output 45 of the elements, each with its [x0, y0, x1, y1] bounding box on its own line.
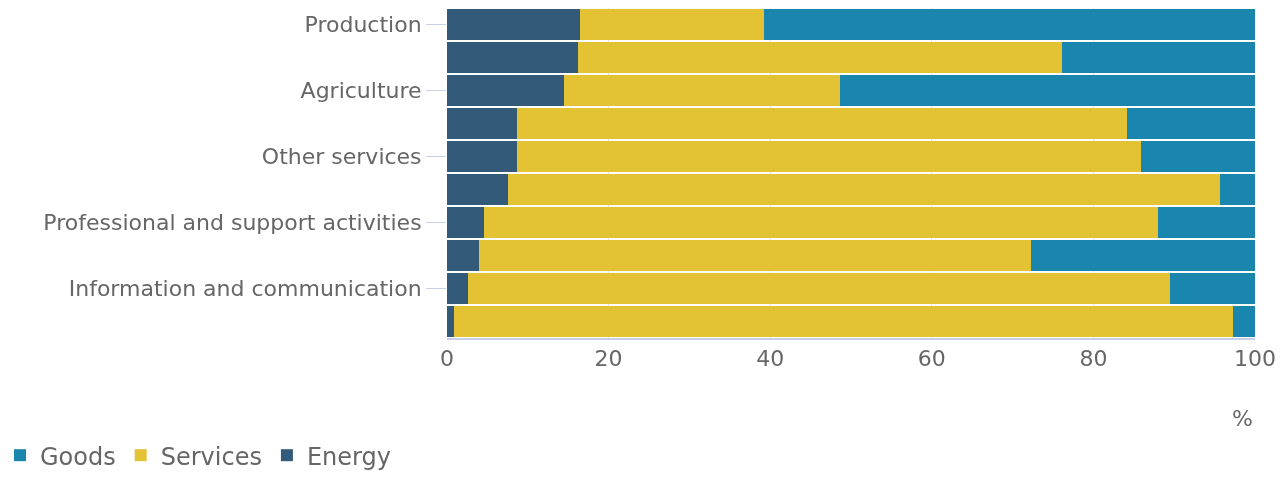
bar [763, 9, 1255, 40]
bar [1220, 174, 1255, 205]
y-tick-label: Other services [261, 144, 422, 170]
x-tick-label: 80 [1079, 346, 1108, 372]
y-tick-label: Information and communication [68, 276, 422, 302]
y-tick-label: Professional and support activities [43, 210, 422, 236]
bar [580, 9, 764, 40]
bar [1233, 306, 1255, 337]
bar [447, 174, 508, 205]
bar [447, 108, 518, 139]
bar [517, 141, 1142, 172]
bar [447, 9, 581, 40]
bar [1158, 207, 1255, 238]
bar [468, 273, 1171, 304]
bar [1127, 108, 1255, 139]
legend-label: Services [160, 442, 262, 471]
bar [447, 141, 518, 172]
bar [517, 108, 1128, 139]
bar [447, 207, 485, 238]
bar [447, 75, 565, 106]
x-tick-label: 60 [917, 346, 946, 372]
bar [484, 207, 1159, 238]
bar [447, 42, 578, 73]
x-axis-title: % [1232, 406, 1253, 431]
bar [507, 174, 1221, 205]
bar [1170, 273, 1255, 304]
legend-label: Goods [40, 442, 116, 471]
bar [1061, 42, 1255, 73]
bar [447, 273, 469, 304]
x-tick-label: 0 [440, 346, 454, 372]
y-tick-label: Production [304, 12, 422, 38]
bar [577, 42, 1062, 73]
bar [1031, 240, 1255, 271]
bar [447, 240, 480, 271]
legend-label: Energy [306, 442, 391, 471]
y-tick-label: Agriculture [300, 78, 422, 104]
bar [564, 75, 840, 106]
bar [839, 75, 1255, 106]
bar [454, 306, 1234, 337]
bar [1141, 141, 1255, 172]
bar [479, 240, 1032, 271]
x-tick-label: 40 [756, 346, 785, 372]
x-tick-label: 20 [594, 346, 623, 372]
x-tick-label: 100 [1234, 346, 1276, 372]
bar [447, 306, 455, 337]
